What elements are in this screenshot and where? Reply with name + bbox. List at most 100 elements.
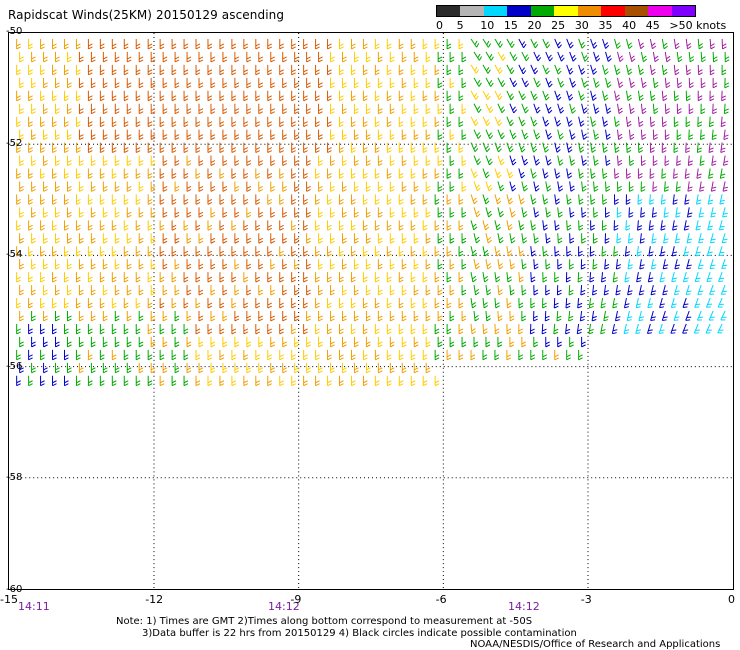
wind-barb (198, 207, 204, 218)
wind-barb (545, 77, 553, 88)
latitude-tick-label: -50 (6, 26, 23, 37)
wind-barb (518, 246, 525, 257)
wind-barb (697, 64, 703, 76)
wind-barb (437, 103, 443, 115)
wind-barb (671, 272, 677, 283)
wind-barb (683, 246, 690, 257)
wind-barb (195, 38, 201, 50)
wind-barb (279, 90, 284, 102)
wind-barb (398, 90, 404, 102)
wind-barb (506, 64, 515, 75)
wind-barb (518, 349, 524, 361)
wind-barb (603, 310, 609, 322)
wind-barb (710, 181, 717, 192)
wind-barb (565, 272, 571, 283)
wind-barb (282, 129, 287, 141)
wind-barb (111, 116, 117, 128)
wind-barb (338, 168, 344, 179)
wind-barb (709, 38, 715, 50)
wind-barb (87, 116, 93, 128)
wind-barb (545, 336, 550, 348)
wind-barb (338, 375, 344, 387)
wind-barb (171, 64, 177, 76)
wind-barb (497, 207, 505, 218)
wind-barb (693, 323, 700, 334)
wind-barb (449, 233, 455, 244)
wind-barb (243, 168, 249, 179)
wind-barb (231, 375, 237, 387)
wind-barb (533, 336, 539, 348)
wind-barb (581, 51, 589, 62)
wind-barb (162, 129, 168, 141)
wind-barb (557, 336, 562, 348)
wind-barb (615, 285, 621, 296)
wind-barb (720, 142, 726, 153)
wind-barb (270, 51, 275, 63)
wind-barb (434, 375, 440, 387)
wind-barb (627, 259, 633, 270)
wind-barb (545, 233, 551, 244)
wind-barb (362, 298, 368, 309)
wind-barb (707, 194, 714, 205)
wind-barb (458, 323, 464, 335)
wind-barb (506, 349, 512, 361)
wind-barb (461, 285, 467, 296)
wind-barb (557, 155, 564, 166)
wind-barb (353, 77, 359, 89)
wind-barb (494, 272, 501, 283)
wind-barb (87, 168, 93, 179)
wind-barb (617, 77, 624, 88)
wind-barb (709, 64, 715, 76)
wind-barb (377, 362, 383, 374)
wind-barb (437, 155, 443, 166)
wind-barb (78, 259, 84, 270)
wind-barb (458, 349, 464, 361)
wind-barb (306, 285, 311, 296)
wind-barb (649, 168, 655, 179)
wind-barb (353, 233, 359, 244)
wind-barb (485, 103, 494, 114)
wind-barb (16, 142, 21, 154)
wind-barb (506, 323, 512, 335)
wind-barb (267, 375, 272, 387)
wind-barb (207, 194, 213, 205)
wind-barb (617, 103, 623, 114)
wind-barb (362, 116, 368, 128)
wind-barb (697, 259, 704, 270)
wind-barb (75, 194, 81, 205)
wind-barb (461, 129, 467, 141)
wind-barb (485, 207, 493, 218)
wind-barb (509, 233, 516, 244)
wind-barb (434, 116, 440, 128)
wind-barb (579, 310, 586, 322)
wind-barb (102, 311, 108, 322)
wind-barb (377, 103, 383, 115)
wind-barb (353, 285, 359, 296)
wind-barb (222, 51, 228, 63)
wind-barb (518, 116, 526, 127)
wind-barb (389, 207, 395, 218)
wind-barb (234, 129, 240, 141)
wind-barb (195, 64, 201, 76)
wind-barb (162, 51, 168, 63)
wind-barb (330, 285, 335, 296)
wind-barb (446, 90, 452, 102)
wind-barb (437, 129, 443, 141)
wind-barb (210, 336, 216, 348)
wind-barb (28, 194, 33, 205)
wind-barb (518, 272, 524, 283)
wind-barb (19, 362, 24, 374)
wind-barb (473, 233, 481, 244)
wind-barb (676, 129, 682, 141)
wind-barb (684, 194, 690, 205)
wind-barb (231, 349, 237, 361)
wind-barb (593, 103, 600, 114)
wind-barb (449, 181, 455, 192)
wind-barb (353, 259, 359, 270)
wind-barb (291, 38, 296, 50)
wind-barb (542, 142, 549, 153)
wind-barb (66, 285, 72, 296)
wind-barb (664, 181, 670, 192)
wind-barb (111, 64, 117, 76)
wind-barb (341, 311, 347, 322)
